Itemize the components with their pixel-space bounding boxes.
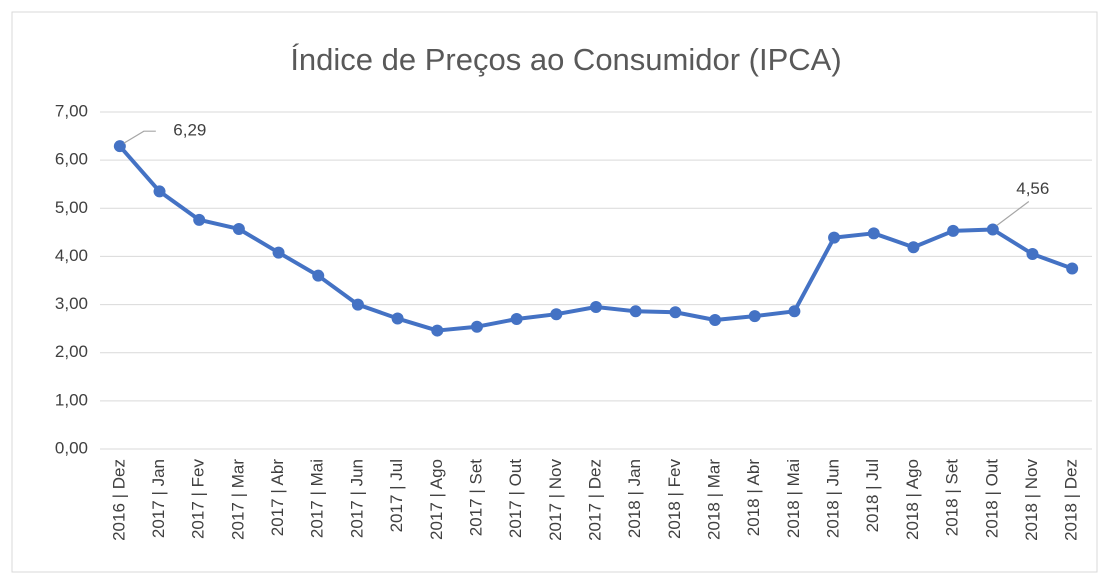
x-tick-label: 2017 | Out: [506, 459, 525, 538]
marker: [590, 300, 602, 313]
y-tick-label: 2,00: [55, 342, 88, 361]
marker: [153, 185, 166, 198]
x-tick-label: 2018 | Jun: [824, 459, 843, 538]
marker: [351, 298, 364, 311]
leader-line: [123, 130, 156, 144]
y-tick-label: 6,00: [55, 150, 88, 169]
x-tick-label: 2017 | Fev: [189, 459, 208, 540]
x-tick-label: 2017 | Mar: [228, 459, 247, 540]
x-tick-label: 2018 | Jan: [625, 459, 644, 538]
x-tick-label: 2018 | Out: [982, 459, 1001, 538]
x-tick-label: 2017 | Set: [466, 459, 485, 536]
x-tick-label: 2017 | Nov: [546, 459, 565, 541]
chart-title: Índice de Preços ao Consumidor (IPCA): [290, 42, 841, 77]
x-tick-label: 2018 | Nov: [1022, 459, 1041, 541]
marker: [709, 313, 722, 326]
x-tick-label: 2018 | Ago: [903, 459, 922, 540]
x-tick-label: 2018 | Jul: [863, 459, 882, 532]
chart-border: [11, 11, 1098, 573]
x-tick-label: 2018 | Mar: [705, 459, 724, 540]
marker: [312, 269, 325, 282]
marker: [510, 313, 523, 326]
data-label: 4,56: [1016, 179, 1049, 198]
marker: [232, 222, 245, 235]
x-tick-label: 2017 | Jul: [387, 459, 406, 532]
x-tick-label: 2018 | Mai: [784, 459, 803, 538]
marker: [431, 324, 444, 337]
marker: [193, 213, 206, 226]
leader-line: [996, 200, 1030, 226]
marker: [629, 305, 642, 318]
x-tick-label: 2017 | Abr: [268, 459, 287, 537]
x-tick-label: 2018 | Abr: [744, 459, 763, 537]
y-tick-label: 7,00: [55, 101, 88, 120]
x-tick-label: 2017 | Ago: [427, 459, 446, 540]
y-tick-label: 3,00: [55, 294, 88, 313]
x-tick-label: 2017 | Jan: [149, 459, 168, 538]
x-tick-label: 2017 | Mai: [308, 459, 327, 538]
data-label: 6,29: [173, 121, 206, 140]
marker: [1026, 248, 1039, 261]
x-tick-label: 2018 | Fev: [665, 459, 684, 540]
marker: [470, 320, 483, 333]
marker: [272, 246, 285, 259]
marker: [907, 241, 920, 254]
marker: [986, 223, 999, 236]
y-tick-label: 0,00: [55, 438, 88, 457]
marker: [947, 224, 960, 237]
marker: [748, 310, 761, 323]
marker: [867, 227, 880, 240]
x-tick-label: 2018 | Set: [943, 459, 962, 536]
x-tick-label: 2016 | Dez: [109, 459, 128, 541]
x-tick-label: 2017 | Dez: [585, 459, 604, 541]
y-tick-label: 4,00: [55, 246, 88, 265]
marker: [828, 231, 841, 244]
x-tick-label: 2017 | Jun: [347, 459, 366, 538]
marker: [788, 305, 801, 318]
y-tick-label: 1,00: [55, 390, 88, 409]
marker: [391, 312, 404, 325]
marker: [113, 140, 126, 153]
marker: [1066, 262, 1079, 275]
marker: [550, 308, 563, 321]
marker: [669, 306, 682, 319]
y-tick-label: 5,00: [55, 198, 88, 217]
x-tick-label: 2018 | Dez: [1062, 459, 1081, 541]
